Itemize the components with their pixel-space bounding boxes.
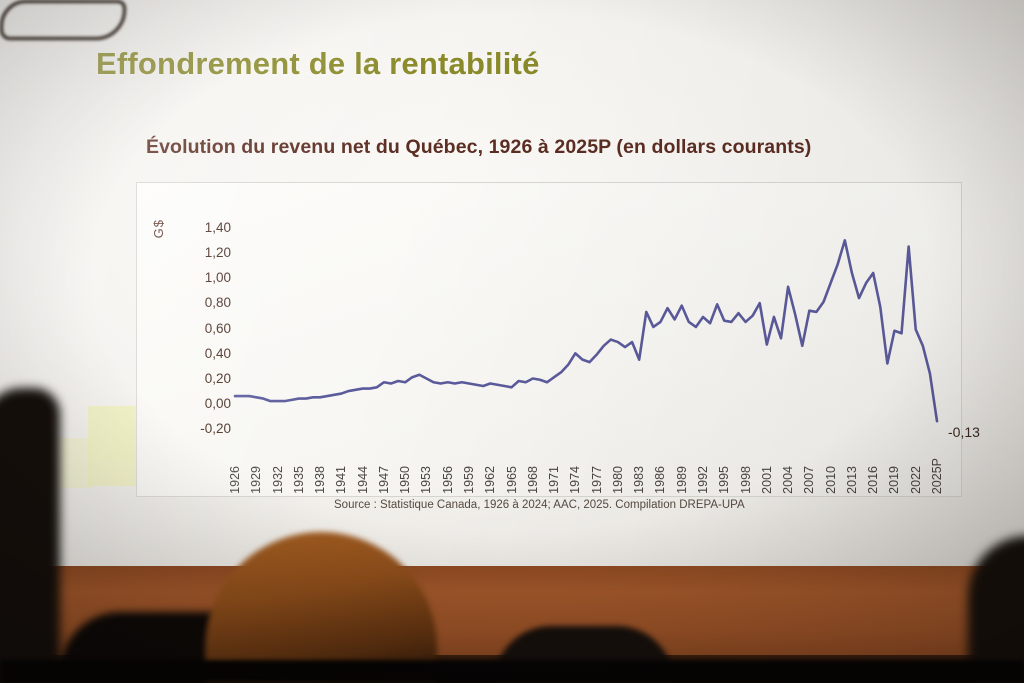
x-tick-label: 2013 bbox=[844, 466, 859, 494]
x-tick-label: 2016 bbox=[866, 466, 881, 494]
x-tick-label: 2010 bbox=[823, 466, 838, 494]
silhouette-left-figure bbox=[0, 388, 60, 683]
x-tick-label: 1941 bbox=[334, 466, 349, 494]
x-tick-label: 2007 bbox=[802, 466, 817, 494]
x-tick-label: 2004 bbox=[781, 466, 796, 494]
revenue-series-line bbox=[233, 239, 939, 423]
x-tick-label: 1992 bbox=[696, 466, 710, 494]
x-tick-label: 1953 bbox=[419, 466, 434, 494]
line-chart-plot bbox=[233, 239, 939, 423]
x-tick-label: 1995 bbox=[717, 466, 732, 494]
chart-heading: Évolution du revenu net du Québec, 1926 … bbox=[146, 136, 812, 158]
x-tick-label: 1944 bbox=[355, 466, 370, 494]
slide-title: Effondrement de la rentabilité bbox=[96, 46, 540, 81]
y-tick-label: 1,20 bbox=[204, 245, 231, 261]
x-tick-label: 1929 bbox=[249, 466, 264, 494]
x-tick-label: 1932 bbox=[270, 466, 285, 494]
y-tick-label: 1,00 bbox=[204, 270, 231, 286]
silhouette-foreground bbox=[0, 660, 1024, 683]
x-tick-label: 1968 bbox=[525, 466, 540, 494]
y-tick-label: 1,40 bbox=[204, 220, 231, 235]
x-tick-label: 1962 bbox=[483, 466, 498, 494]
chart-panel: G$ 1,40 1,20 1,00 0,80 0,60 0,40 0,20 0,00 -0,20… bbox=[136, 182, 962, 497]
x-tick-label: 1950 bbox=[398, 466, 413, 494]
x-tick-label: 1980 bbox=[610, 466, 625, 494]
x-tick-label: 1938 bbox=[313, 466, 328, 494]
x-tick-label: 2025P bbox=[930, 457, 944, 494]
x-tick-label: 2022 bbox=[908, 466, 923, 494]
y-tick-label: 0,20 bbox=[204, 370, 231, 386]
x-tick-label: 1971 bbox=[547, 466, 562, 494]
y-tick-label: 0,00 bbox=[204, 395, 231, 411]
x-tick-label: 1935 bbox=[291, 466, 306, 494]
x-axis-ticks: 1926 1929 1932 1935 1938 1941 1944 1947 1950 1953… bbox=[137, 183, 961, 496]
x-tick-label: 1998 bbox=[738, 466, 753, 494]
silhouette-glasses bbox=[0, 0, 126, 40]
x-tick-label: 1974 bbox=[568, 466, 583, 494]
y-tick-label: 0,60 bbox=[204, 320, 231, 336]
x-tick-label: 2001 bbox=[759, 466, 774, 494]
y-tick-label: 0,40 bbox=[204, 345, 231, 361]
source-note: Source : Statistique Canada, 1926 à 2024… bbox=[334, 499, 745, 511]
y-tick-label: 0,80 bbox=[204, 295, 231, 311]
y-axis-ticks: 1,40 1,20 1,00 0,80 0,60 0,40 0,20 0,00 -0,20 bbox=[173, 183, 231, 496]
decor-block-square bbox=[88, 406, 140, 462]
x-tick-label: 1956 bbox=[440, 466, 455, 494]
x-tick-label: 1926 bbox=[228, 466, 242, 494]
x-tick-label: 1947 bbox=[376, 466, 391, 494]
x-tick-label: 1983 bbox=[632, 466, 647, 494]
x-tick-label: 1959 bbox=[462, 466, 476, 494]
end-value-annotation: -0,13 bbox=[948, 424, 980, 441]
x-tick-label: 1986 bbox=[653, 466, 668, 494]
x-tick-label: 2019 bbox=[887, 466, 902, 494]
projection-screen: Effondrement de la rentabilité Évolution… bbox=[0, 0, 1024, 566]
x-tick-label: 1965 bbox=[504, 466, 519, 494]
y-tick-label: -0,20 bbox=[200, 421, 231, 436]
x-tick-label: 1989 bbox=[674, 466, 689, 494]
x-tick-label: 1977 bbox=[589, 466, 604, 494]
